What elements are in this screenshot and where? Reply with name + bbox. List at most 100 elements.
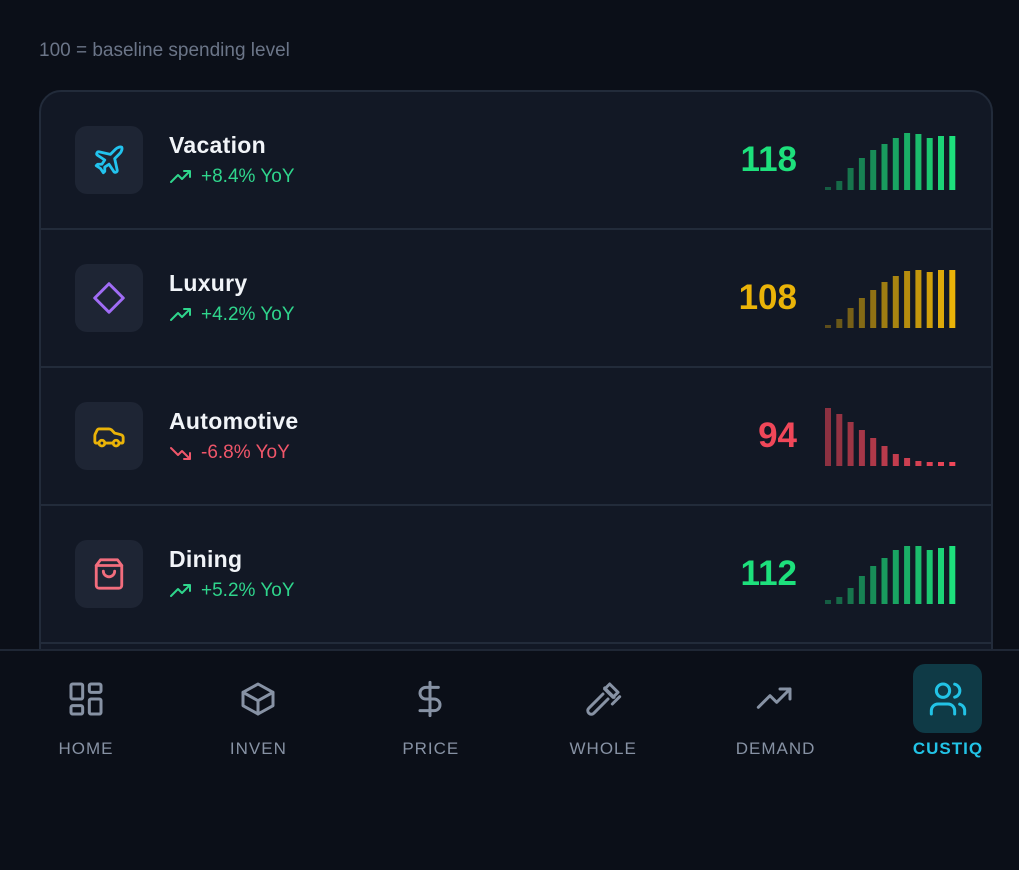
change-line: +5.2% YoY	[169, 579, 295, 603]
spark-bar	[836, 181, 843, 190]
index-value: 94	[758, 416, 797, 455]
nav-icon	[396, 664, 465, 733]
category-row: Luxury +4.2% YoY 108	[41, 230, 991, 368]
spark-bar	[938, 136, 944, 190]
trend-arrow	[170, 584, 191, 597]
sparkline	[825, 270, 956, 328]
nav-icon-glyph	[756, 687, 792, 709]
change-text: -6.8% YoY	[201, 442, 290, 463]
nav-label: HOME	[58, 739, 114, 758]
spark-bar	[870, 566, 877, 604]
spark-bar	[892, 276, 899, 328]
trend-arrow	[170, 447, 191, 460]
nav-icon-glyph	[241, 682, 275, 715]
nav-icon	[51, 664, 120, 733]
spark-bar	[836, 319, 843, 328]
spark-bar	[858, 158, 865, 190]
spark-bar	[892, 454, 899, 466]
sparkline	[825, 133, 956, 190]
nav-label: CUSTIQ	[912, 739, 984, 758]
category-row: Vacation +8.4% YoY 118	[41, 92, 991, 230]
spark-bar	[949, 546, 956, 604]
change-line: +8.4% YoY	[169, 165, 295, 189]
category-icon	[75, 402, 143, 470]
nav-icon-glyph	[418, 680, 442, 717]
spark-bar	[938, 462, 944, 466]
index-value: 108	[738, 278, 797, 317]
spark-bar	[825, 600, 831, 604]
spark-bar	[915, 546, 922, 604]
spark-bar	[949, 270, 956, 328]
spark-bar	[926, 462, 933, 466]
change-text: +4.2% YoY	[201, 304, 295, 325]
index-value: 118	[740, 140, 797, 179]
spark-bar	[881, 282, 888, 328]
nav-label: INVEN	[229, 739, 287, 758]
bottom-nav: HOME INVEN PRICE WHOLE DEMAND CUSTIQ	[0, 649, 1019, 870]
spark-bar	[870, 150, 877, 190]
change-text: +8.4% YoY	[201, 166, 295, 187]
spark-bar	[926, 272, 933, 328]
spark-bar	[926, 550, 933, 604]
spark-bar	[847, 588, 854, 604]
spark-bar	[881, 558, 888, 604]
spark-bar	[881, 446, 888, 466]
spark-bar	[892, 550, 899, 604]
spark-bar	[915, 134, 922, 190]
nav-label: DEMAND	[735, 739, 816, 758]
spark-bar	[825, 187, 831, 190]
spark-bar	[915, 270, 922, 328]
spark-bar	[870, 438, 877, 466]
spark-bar	[858, 430, 865, 466]
index-value: 112	[740, 554, 797, 593]
spark-bar	[870, 290, 877, 328]
nav-icon	[223, 664, 292, 733]
nav-icon-glyph	[586, 682, 621, 716]
change-text: +5.2% YoY	[201, 580, 295, 601]
spark-bar	[904, 271, 911, 328]
nav-icon-glyph	[69, 682, 102, 715]
spark-bar	[825, 408, 831, 466]
category-name: Dining	[169, 546, 243, 572]
spark-bar	[904, 546, 911, 604]
category-icon	[75, 264, 143, 332]
spark-bar	[836, 597, 843, 604]
nav-label: WHOLE	[569, 739, 637, 758]
nav-icon-glyph	[929, 682, 966, 715]
spark-bar	[847, 168, 854, 190]
category-name: Vacation	[169, 132, 266, 158]
spark-bar	[915, 461, 922, 466]
trend-arrow	[170, 308, 191, 321]
category-name: Automotive	[169, 408, 299, 434]
nav-icon	[913, 664, 982, 733]
nav-icon	[568, 664, 637, 733]
spark-bar	[949, 462, 956, 466]
category-icon	[75, 126, 143, 194]
sparkline	[825, 408, 956, 466]
category-icon	[75, 540, 143, 608]
spark-bar	[949, 136, 956, 190]
spark-bar	[938, 548, 944, 604]
nav-label: PRICE	[402, 739, 460, 758]
sparkline	[825, 546, 956, 604]
nav-icon	[741, 664, 810, 733]
spark-bar	[881, 144, 888, 190]
change-line: -6.8% YoY	[169, 441, 290, 465]
category-name: Luxury	[169, 270, 248, 296]
subtitle: 100 = baseline spending level	[39, 40, 290, 61]
category-row: Dining +5.2% YoY 112	[41, 506, 991, 644]
change-line: +4.2% YoY	[169, 303, 295, 327]
spark-bar	[847, 422, 854, 466]
spark-bar	[904, 458, 911, 466]
spark-bar	[858, 576, 865, 604]
spark-bar	[938, 270, 944, 328]
spark-bar	[836, 414, 843, 466]
spark-bar	[858, 298, 865, 328]
category-card: Vacation +8.4% YoY 118 Luxury +4.2% YoY 108 Au…	[39, 90, 993, 710]
trend-arrow	[170, 170, 191, 183]
category-row: Automotive -6.8% YoY 94	[41, 368, 991, 506]
spark-bar	[825, 325, 831, 328]
spark-bar	[904, 133, 911, 190]
